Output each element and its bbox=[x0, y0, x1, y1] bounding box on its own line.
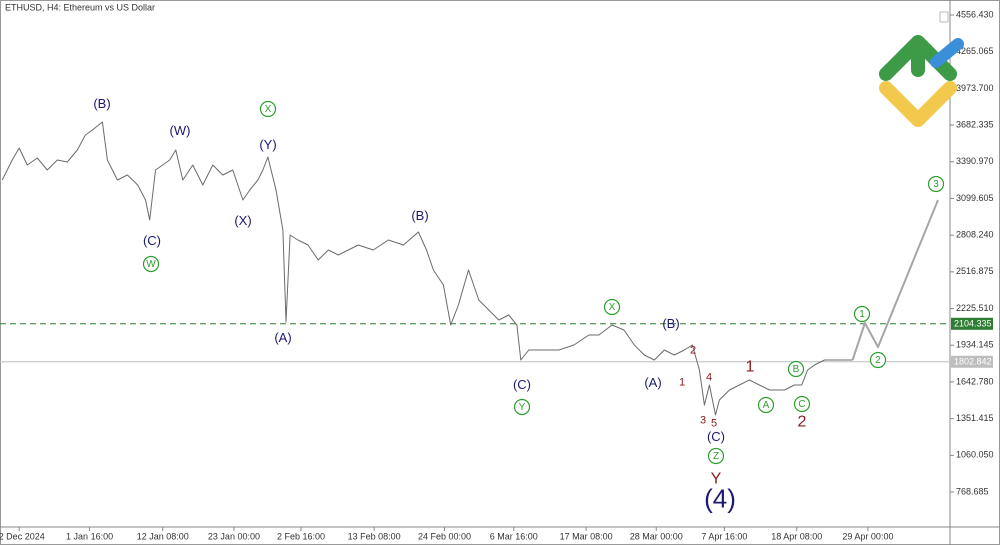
y-tick-label: 2225.510 bbox=[956, 303, 994, 313]
x-tick-label: 1 Jan 16:00 bbox=[66, 531, 113, 541]
wave-label: Y bbox=[711, 471, 722, 488]
wave-circle bbox=[927, 175, 945, 193]
wave-label: 2 bbox=[798, 414, 807, 431]
wave-label: C bbox=[798, 399, 805, 410]
y-tick-label: 1060.050 bbox=[956, 450, 994, 460]
wave-label: 1 bbox=[746, 359, 755, 376]
y-tick-label: 2808.240 bbox=[956, 230, 994, 240]
y-tick-label: 1642.780 bbox=[956, 376, 994, 386]
wave-label: 2 bbox=[875, 355, 881, 366]
wave-circle bbox=[793, 395, 811, 413]
y-tick-label: 4556.430 bbox=[956, 9, 994, 19]
wave-label: (W) bbox=[170, 123, 191, 138]
x-tick-label: 29 Apr 00:00 bbox=[842, 531, 893, 541]
y-tick-label: 1351.415 bbox=[956, 413, 994, 423]
wave-label: 5 bbox=[711, 417, 717, 429]
wave-label: (A) bbox=[644, 375, 661, 390]
wave-label: Y bbox=[519, 402, 526, 413]
y-tick-label: 768.685 bbox=[956, 486, 989, 496]
x-tick-label: 23 Jan 00:00 bbox=[208, 531, 260, 541]
x-tick-label: 22 Dec 2024 bbox=[0, 531, 45, 541]
y-tick-label: 3099.605 bbox=[956, 193, 994, 203]
scale-button[interactable] bbox=[939, 11, 949, 23]
chart-title: ETHUSD, H4: Ethereum vs US Dollar bbox=[5, 2, 155, 12]
price-line bbox=[851, 199, 939, 361]
wave-label: Z bbox=[713, 451, 719, 462]
wave-circle bbox=[869, 351, 887, 369]
wave-label: 1 bbox=[859, 309, 865, 320]
y-tick-label: 2516.875 bbox=[956, 266, 994, 276]
wave-label: 1 bbox=[679, 376, 685, 388]
y-tick-label: 3973.700 bbox=[956, 83, 994, 93]
x-tick-label: 6 Mar 16:00 bbox=[490, 531, 538, 541]
x-tick-label: 24 Feb 00:00 bbox=[418, 531, 471, 541]
y-tick-label: 3390.970 bbox=[956, 156, 994, 166]
wave-label: X bbox=[265, 104, 272, 115]
x-tick-label: 13 Feb 08:00 bbox=[348, 531, 401, 541]
x-tick-label: 2 Feb 16:00 bbox=[277, 531, 325, 541]
level-label: 1802.842 bbox=[954, 357, 992, 367]
wave-label: (Y) bbox=[259, 137, 276, 152]
wave-label: X bbox=[609, 302, 616, 313]
wave-label: (B) bbox=[662, 316, 679, 331]
wave-label: 2 bbox=[690, 344, 696, 356]
price-line bbox=[1, 121, 853, 416]
wave-circle bbox=[513, 398, 531, 416]
wave-label: (X) bbox=[234, 213, 251, 228]
wave-label: 4 bbox=[706, 371, 712, 383]
wave-circle bbox=[603, 298, 621, 316]
x-tick-label: 7 Apr 16:00 bbox=[701, 531, 747, 541]
wave-label: A bbox=[763, 400, 770, 411]
logo bbox=[879, 35, 964, 127]
x-tick-label: 12 Jan 08:00 bbox=[137, 531, 189, 541]
wave-label: 3 bbox=[700, 414, 706, 426]
wave-label: (B) bbox=[93, 96, 110, 111]
wave-label: 3 bbox=[933, 179, 939, 190]
wave-label: (B) bbox=[411, 208, 428, 223]
wave-circle bbox=[707, 447, 725, 465]
wave-label: (A) bbox=[274, 330, 291, 345]
wave-circle bbox=[142, 255, 160, 273]
level-label-box bbox=[951, 317, 993, 330]
wave-label: (C) bbox=[513, 377, 531, 392]
level-label-box bbox=[951, 355, 993, 368]
y-tick-label: 4265.065 bbox=[956, 46, 994, 56]
wave-label: (4) bbox=[704, 483, 736, 513]
x-tick-label: 18 Apr 08:00 bbox=[771, 531, 822, 541]
wave-label: W bbox=[146, 259, 156, 270]
wave-circle bbox=[853, 305, 871, 323]
wave-label: (C) bbox=[707, 429, 725, 444]
wave-circle bbox=[757, 396, 775, 414]
x-tick-label: 28 Mar 00:00 bbox=[630, 531, 683, 541]
x-tick-label: 17 Mar 08:00 bbox=[560, 531, 613, 541]
wave-circle bbox=[787, 360, 805, 378]
y-tick-label: 3682.335 bbox=[956, 119, 994, 129]
wave-label: B bbox=[793, 364, 800, 375]
wave-label: (C) bbox=[143, 233, 161, 248]
y-tick-label: 1934.145 bbox=[956, 340, 994, 350]
logo-blue bbox=[930, 38, 964, 68]
wave-circle bbox=[259, 100, 277, 118]
plot: 4556.430 4265.065 3973.700 3682.335 3390.970… bbox=[0, 9, 994, 541]
level-label: 2104.335 bbox=[954, 319, 992, 329]
logo-yellow bbox=[879, 81, 957, 127]
